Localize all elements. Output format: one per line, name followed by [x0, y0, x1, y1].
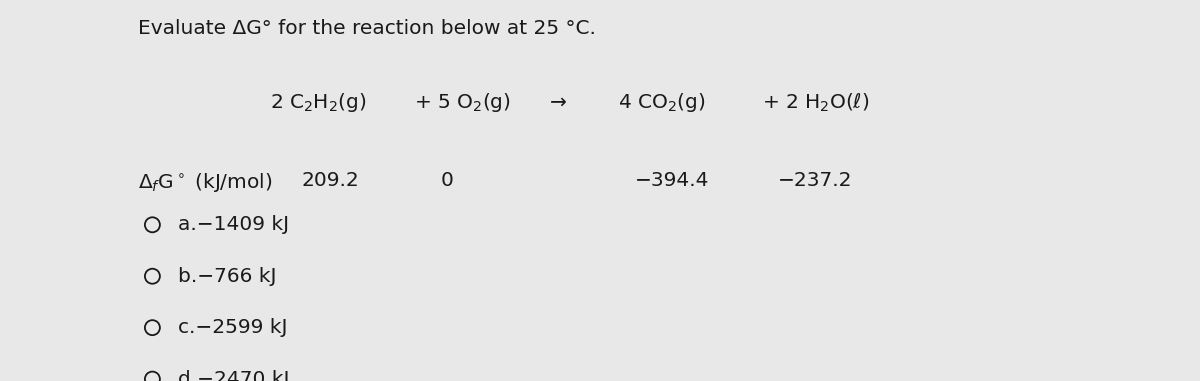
Text: $\rightarrow$: $\rightarrow$ [546, 91, 568, 110]
Text: b.−766 kJ: b.−766 kJ [178, 267, 276, 286]
Text: d.−2470 kJ: d.−2470 kJ [178, 370, 289, 381]
Text: + 2 H$_2$O($\ell$): + 2 H$_2$O($\ell$) [762, 91, 870, 114]
Text: 0: 0 [440, 171, 454, 190]
Text: −237.2: −237.2 [778, 171, 852, 190]
Text: 2 C$_2$H$_2$(g): 2 C$_2$H$_2$(g) [270, 91, 366, 114]
Text: a.−1409 kJ: a.−1409 kJ [178, 215, 289, 234]
Text: 4 CO$_2$(g): 4 CO$_2$(g) [618, 91, 706, 114]
Text: Evaluate ΔG° for the reaction below at 25 °C.: Evaluate ΔG° for the reaction below at 2… [138, 19, 596, 38]
Text: + 5 O$_2$(g): + 5 O$_2$(g) [414, 91, 511, 114]
Text: c.−2599 kJ: c.−2599 kJ [178, 318, 287, 337]
Text: 209.2: 209.2 [301, 171, 359, 190]
Text: $\Delta_f$G$^\circ$ (kJ/mol): $\Delta_f$G$^\circ$ (kJ/mol) [138, 171, 272, 194]
Text: −394.4: −394.4 [635, 171, 709, 190]
